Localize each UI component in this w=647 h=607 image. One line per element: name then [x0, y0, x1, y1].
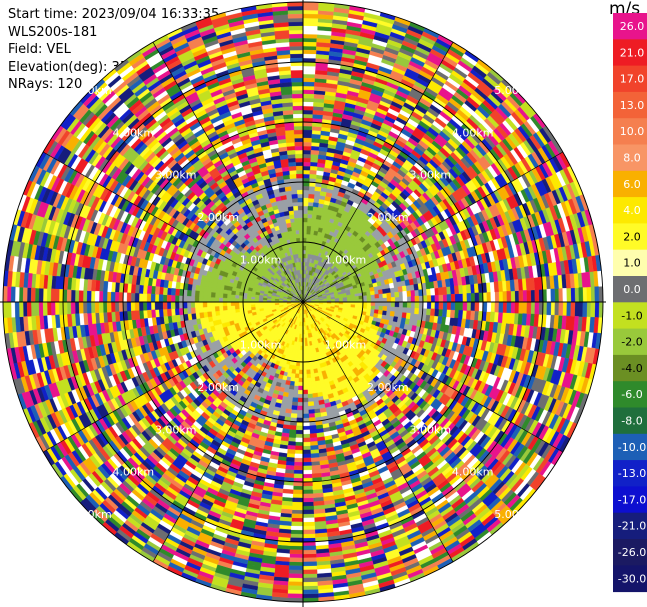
colorbar-tick-label: 26.0 — [620, 20, 645, 33]
colorbar-swatch — [613, 433, 647, 461]
range-ring-labels: 1.00km 1.00km 1.00km 1.00km 2.00km 2.00km 2.00… — [70, 84, 536, 521]
colorbar-tick-label: -10.0 — [618, 441, 646, 454]
colorbar-tick-label: -1.0 — [621, 309, 642, 322]
colorbar-tick-label: -21.0 — [618, 520, 646, 533]
colorbar-swatch — [613, 512, 647, 540]
colorbar-tick-label: -4.0 — [621, 362, 642, 375]
colorbar-tick-label: 17.0 — [620, 73, 645, 86]
colorbar-swatch — [613, 486, 647, 514]
colorbar-swatch — [613, 565, 647, 593]
instrument-text: WLS200s-181 — [8, 24, 98, 40]
colorbar-swatch — [613, 118, 647, 145]
range-ring-label: 5.00km — [70, 84, 112, 97]
colorbar-tick-label: 4.0 — [623, 204, 641, 217]
colorbar-swatch — [613, 144, 647, 172]
azimuth-spoke — [43, 301, 304, 453]
colorbar-swatch — [613, 276, 647, 303]
colorbar-tick-label: -2.0 — [621, 336, 642, 349]
colorbar-tick-label: -8.0 — [621, 415, 642, 428]
field-text: Field: VEL — [8, 42, 71, 58]
range-ring-label: 1.00km — [325, 338, 367, 351]
range-ring-label: 1.00km — [325, 254, 367, 267]
colorbar-tick-label: 2.0 — [623, 230, 641, 243]
range-ring-label: 3.00km — [155, 423, 197, 436]
range-ring-grid — [0, 0, 606, 607]
colorbar-tick-label: -13.0 — [618, 467, 646, 480]
colorbar-swatch — [613, 91, 647, 119]
colorbar-swatch — [613, 249, 647, 277]
colorbar-swatch — [613, 381, 647, 408]
colorbar-tick-label: -17.0 — [618, 493, 646, 506]
azimuth-spoke — [302, 301, 454, 562]
range-ring-label: 4.00km — [452, 126, 494, 139]
colorbar-swatch — [613, 460, 647, 487]
colorbar-tick-label: 1.0 — [623, 257, 641, 270]
colorbar-swatch — [613, 197, 647, 224]
velocity-gate-group — [194, 201, 381, 303]
range-ring-label: 5.00km — [494, 84, 536, 97]
colorbar-swatch — [613, 39, 647, 67]
range-ring-label: 2.00km — [367, 211, 409, 224]
range-ring-label: 5.00km — [70, 508, 112, 521]
colorbar-tick-label: 21.0 — [620, 46, 645, 59]
colorbar-swatch — [613, 328, 647, 356]
azimuth-spoke — [152, 301, 304, 562]
colorbar-swatch — [613, 354, 647, 382]
azimuth-spoke — [302, 151, 563, 303]
velocity-colorbar: 26.0 21.0 17.0 13.0 10.0 8.0 6.0 4.0 2.0 1.0 0.0 -1… — [613, 13, 647, 593]
ppi-radar-plot: 1.00km 1.00km 1.00km 1.00km 2.00km 2.00km 2.00… — [0, 0, 606, 607]
range-ring-label: 3.00km — [409, 423, 451, 436]
colorbar-tick-label: 0.0 — [623, 283, 641, 296]
colorbar-swatch — [613, 65, 647, 93]
range-ring-label: 4.00km — [113, 466, 155, 479]
colorbar-swatch — [613, 302, 647, 330]
range-ring-label: 2.00km — [197, 381, 239, 394]
start-time-text: Start time: 2023/09/04 16:33:35 — [8, 7, 220, 22]
azimuth-spoke — [302, 301, 563, 453]
colorbar-tick-label: 10.0 — [620, 125, 645, 138]
colorbar-swatch — [613, 407, 647, 435]
colorbar-swatch — [613, 223, 647, 251]
colorbar-tick-label: 13.0 — [620, 99, 645, 112]
range-ring-label: 5.00km — [494, 508, 536, 521]
azimuth-spoke — [302, 42, 454, 303]
range-ring-label: 3.00km — [155, 169, 197, 182]
colorbar-swatch — [613, 539, 647, 566]
colorbar-tick-label: -30.0 — [618, 572, 646, 585]
colorbar-tick-label: -26.0 — [618, 546, 646, 559]
range-ring-label: 4.00km — [113, 126, 155, 139]
colorbar-swatch — [613, 170, 647, 198]
colorbar-tick-label: 6.0 — [623, 178, 641, 191]
range-ring-label: 1.00km — [240, 338, 282, 351]
azimuth-spoke — [43, 151, 304, 303]
range-ring-label: 3.00km — [409, 169, 451, 182]
colorbar-tick-label: 8.0 — [623, 152, 641, 165]
range-ring-label: 2.00km — [197, 211, 239, 224]
colorbar-tick-label: -6.0 — [621, 388, 642, 401]
nrays-text: NRays: 120 — [8, 77, 83, 93]
range-ring-label: 2.00km — [367, 381, 409, 394]
azimuth-spoke — [152, 42, 304, 303]
range-ring-label: 1.00km — [240, 254, 282, 267]
colorbar-swatch — [613, 13, 647, 40]
range-ring-label: 4.00km — [452, 466, 494, 479]
